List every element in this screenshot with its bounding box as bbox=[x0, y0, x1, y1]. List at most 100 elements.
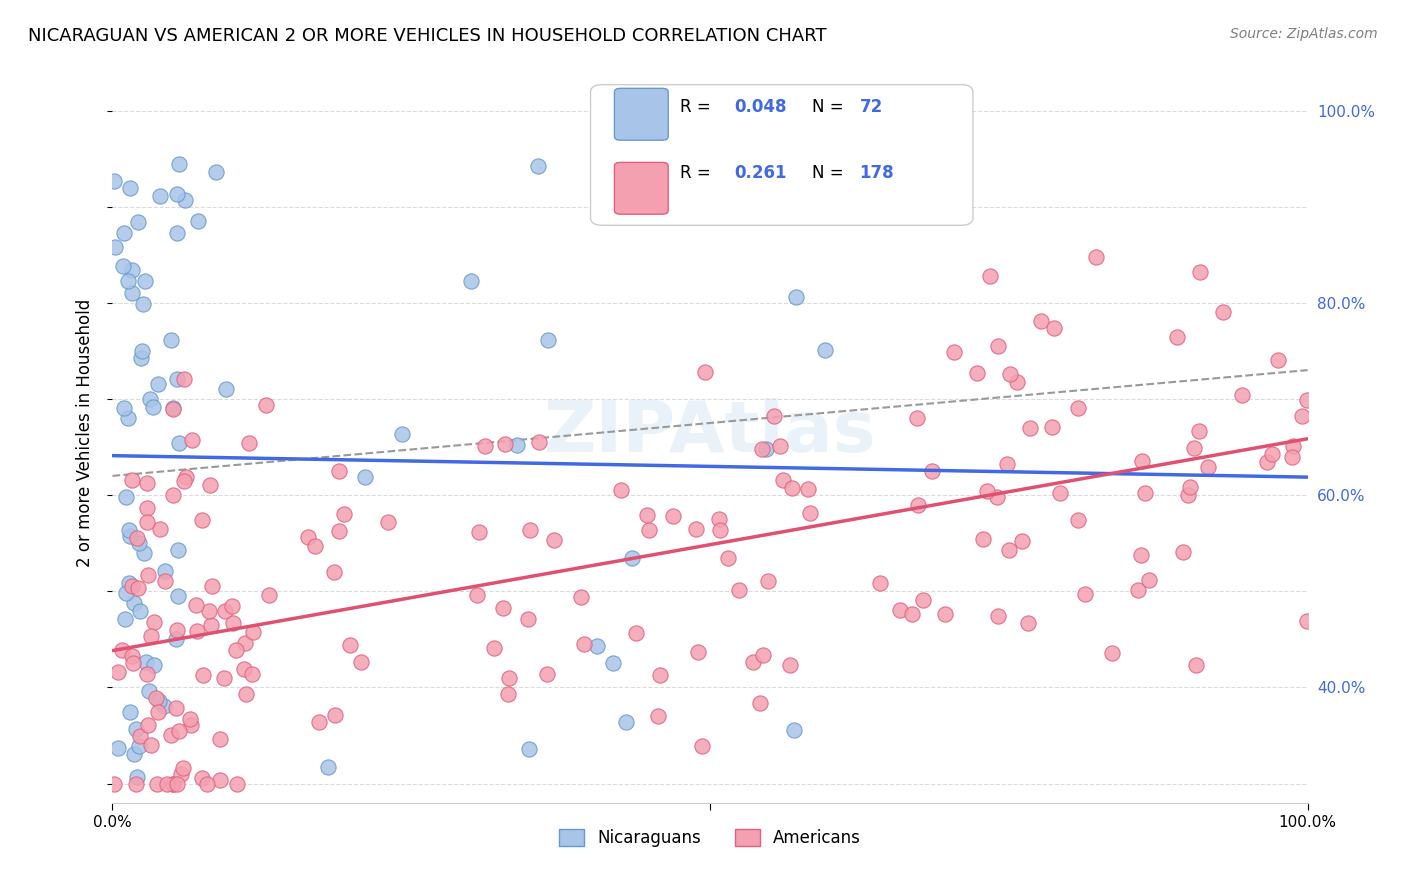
Point bbox=[350, 656, 373, 670]
Text: N =: N = bbox=[811, 98, 848, 116]
Point bbox=[184, 598, 207, 612]
Point bbox=[752, 648, 775, 663]
Point bbox=[662, 508, 685, 523]
Point bbox=[121, 286, 143, 301]
Point bbox=[186, 624, 208, 638]
Point bbox=[120, 181, 142, 195]
Point bbox=[610, 483, 633, 498]
Point bbox=[235, 687, 257, 701]
Point bbox=[537, 333, 560, 347]
Point bbox=[215, 382, 238, 396]
Point bbox=[118, 705, 141, 719]
Point bbox=[114, 612, 136, 626]
Point bbox=[117, 274, 139, 288]
Point bbox=[354, 470, 377, 484]
Point bbox=[129, 604, 152, 618]
Point bbox=[166, 372, 188, 386]
Point bbox=[328, 464, 350, 478]
Point bbox=[987, 339, 1010, 353]
Point bbox=[316, 759, 339, 773]
Point bbox=[1166, 329, 1188, 343]
Point bbox=[997, 543, 1019, 558]
Point bbox=[797, 482, 820, 496]
Point bbox=[527, 435, 550, 450]
Legend: Nicaraguans, Americans: Nicaraguans, Americans bbox=[553, 822, 868, 854]
Point bbox=[131, 297, 153, 311]
Point bbox=[889, 603, 911, 617]
Point bbox=[136, 567, 159, 582]
Point bbox=[907, 498, 929, 512]
Point bbox=[181, 433, 204, 447]
Point bbox=[174, 194, 197, 208]
Point bbox=[166, 776, 188, 790]
Point bbox=[921, 465, 943, 479]
Point bbox=[191, 513, 214, 527]
Point bbox=[709, 523, 731, 537]
Point bbox=[494, 437, 516, 451]
Point bbox=[111, 642, 134, 657]
FancyBboxPatch shape bbox=[591, 85, 973, 226]
Point bbox=[986, 490, 1008, 504]
Point bbox=[127, 770, 149, 784]
Point bbox=[742, 655, 765, 669]
Point bbox=[308, 714, 330, 729]
Point bbox=[172, 761, 194, 775]
Point bbox=[152, 699, 174, 714]
Point bbox=[232, 662, 254, 676]
Point bbox=[620, 550, 643, 565]
Point bbox=[124, 596, 146, 610]
Point bbox=[536, 667, 558, 681]
Point bbox=[1281, 450, 1303, 465]
Point bbox=[209, 731, 232, 746]
Point bbox=[254, 398, 277, 412]
Point bbox=[468, 524, 491, 539]
Point bbox=[191, 771, 214, 785]
Point bbox=[934, 607, 956, 621]
Point bbox=[118, 575, 141, 590]
Point bbox=[129, 351, 152, 365]
Point bbox=[772, 474, 794, 488]
Point bbox=[162, 401, 184, 415]
Point bbox=[195, 776, 218, 790]
Point bbox=[170, 767, 193, 781]
Point bbox=[527, 159, 550, 173]
Point bbox=[1017, 615, 1039, 630]
Point bbox=[995, 457, 1018, 471]
Point bbox=[225, 776, 247, 790]
Point bbox=[125, 722, 148, 736]
Point bbox=[240, 667, 263, 681]
Point bbox=[391, 426, 413, 441]
Point bbox=[1267, 352, 1289, 367]
Point bbox=[127, 215, 149, 229]
Point bbox=[166, 623, 188, 637]
Point bbox=[1187, 424, 1209, 438]
Point bbox=[1133, 486, 1156, 500]
Point bbox=[200, 618, 222, 632]
Point bbox=[107, 665, 129, 679]
Point bbox=[139, 738, 162, 752]
Point bbox=[474, 439, 496, 453]
Point bbox=[636, 508, 658, 522]
FancyBboxPatch shape bbox=[614, 88, 668, 140]
Point bbox=[1005, 375, 1028, 389]
Point bbox=[780, 481, 803, 495]
Point bbox=[103, 174, 125, 188]
Point bbox=[145, 691, 167, 706]
Point bbox=[492, 601, 515, 615]
Point bbox=[304, 539, 326, 553]
Point bbox=[112, 226, 135, 240]
Point bbox=[1137, 573, 1160, 587]
Point bbox=[1180, 480, 1202, 494]
Point bbox=[869, 575, 891, 590]
Point bbox=[118, 529, 141, 543]
Point bbox=[1296, 614, 1319, 628]
Point bbox=[1291, 409, 1313, 424]
Point bbox=[690, 739, 713, 754]
Point bbox=[167, 435, 190, 450]
Point bbox=[149, 522, 172, 536]
Point bbox=[242, 624, 264, 639]
Point bbox=[1031, 314, 1053, 328]
Point bbox=[128, 739, 150, 754]
Point bbox=[638, 523, 661, 537]
Point bbox=[103, 776, 125, 790]
